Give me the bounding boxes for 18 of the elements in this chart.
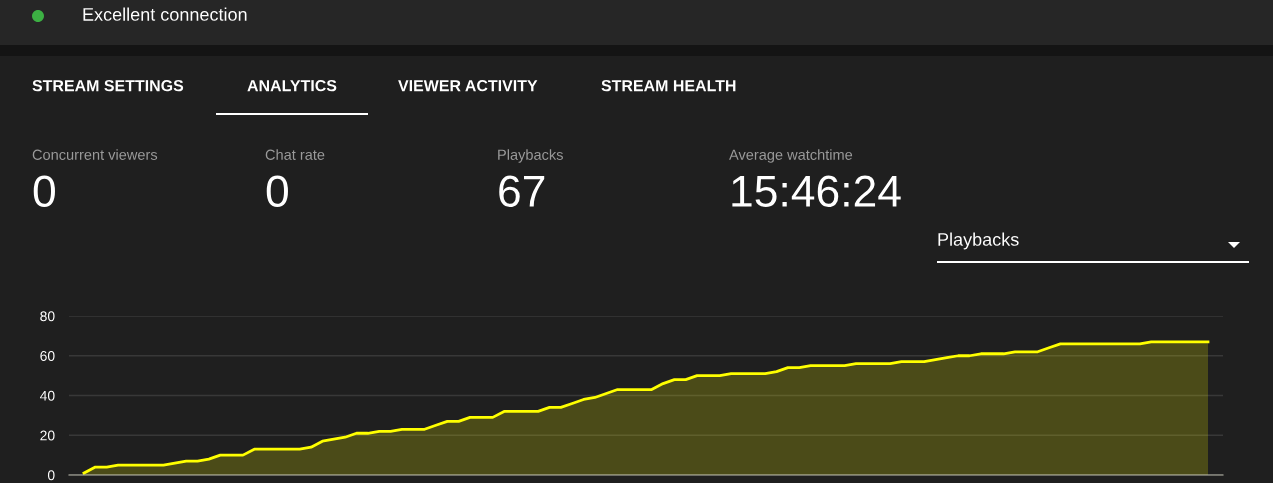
text: 15:46:24 (732, 175, 901, 207)
y-tick-label: 60 (40, 351, 55, 361)
text: ANALYTICS (247, 79, 337, 92)
y-tick-label: 80 (40, 311, 55, 322)
text: STREAM HEALTH (601, 79, 736, 92)
text: Average watchtime (729, 149, 853, 163)
text: VIEWER ACTIVITY (398, 79, 538, 92)
y-tick-label: 20 (40, 430, 55, 441)
text: Excellent connection (83, 7, 247, 21)
y-tick-label: 0 (47, 470, 55, 481)
text: 67 (499, 175, 545, 207)
text: Playbacks (938, 232, 1019, 250)
text: 0 (266, 175, 288, 207)
text: Concurrent viewers (32, 149, 158, 160)
y-tick-label: 40 (39, 390, 55, 401)
text: Chat rate (265, 149, 325, 160)
text: Playbacks (498, 149, 563, 163)
text: STREAM SETTINGS (32, 79, 184, 92)
